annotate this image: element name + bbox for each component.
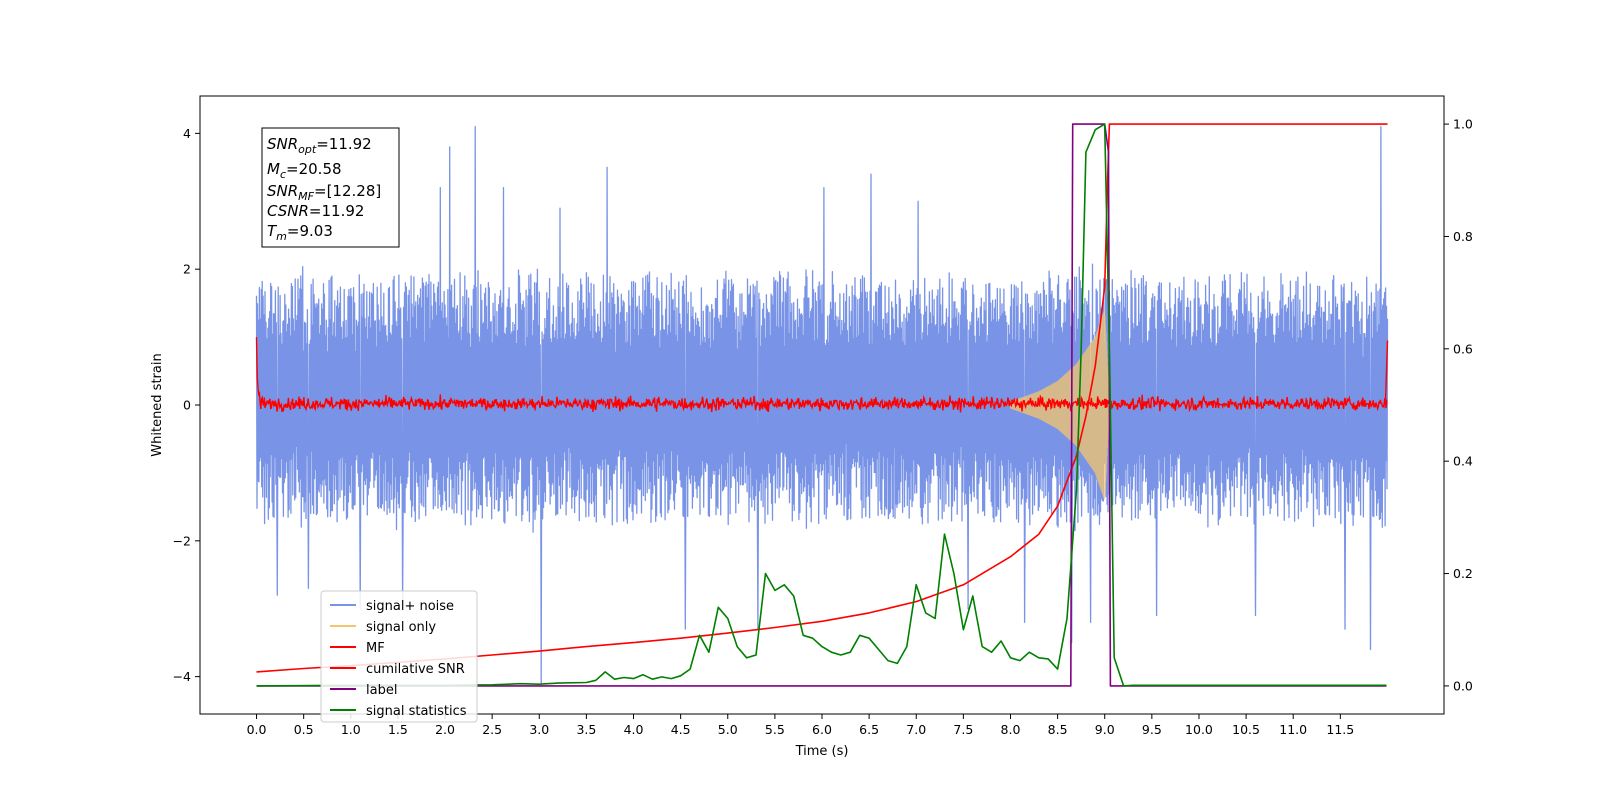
annotation-mc: Mc=20.58 <box>267 160 342 181</box>
legend-label-signal-only: signal only <box>366 620 436 635</box>
x-tick-label: 6.5 <box>859 722 879 737</box>
legend-frame <box>320 590 478 723</box>
x-tick-label: 3.5 <box>576 722 596 737</box>
annotation-tm-value: =9.03 <box>287 222 333 240</box>
annotation-snr-opt-value: =11.92 <box>316 135 372 153</box>
series-mf <box>255 337 1389 413</box>
x-tick-label: 9.5 <box>1142 722 1162 737</box>
series-signal-only <box>1009 310 1115 500</box>
x-tick-label: 6.0 <box>812 722 832 737</box>
y-tick-label: −2 <box>173 533 191 548</box>
x-tick-label: 10.0 <box>1185 722 1213 737</box>
x-axis-label: Time (s) <box>795 744 849 759</box>
annotation-csnr-value: =11.92 <box>309 202 365 220</box>
annotation-csnr: CSNR=11.92 <box>267 202 364 220</box>
x-axis: 0.0 0.5 1.0 1.5 2.0 2.5 3.0 3.5 4.0 4.5 5.0 5.5 6.0 6… <box>247 714 1354 737</box>
annotation-frame <box>261 127 400 248</box>
x-tick-label: 11.0 <box>1279 722 1307 737</box>
legend-label-cumulative-snr: cumilative SNR <box>366 662 465 677</box>
y2-tick-label: 0.6 <box>1453 341 1473 356</box>
annotation-box: SNRopt=11.92 Mc=20.58 SNRMF=[12.28] CSNR… <box>261 127 400 248</box>
x-tick-label: 4.0 <box>624 722 644 737</box>
x-tick-label: 3.0 <box>529 722 549 737</box>
annotation-snr-opt: SNRopt=11.92 <box>267 135 372 156</box>
series-signal-statistics <box>256 123 1387 687</box>
y-tick-label: −4 <box>173 669 191 684</box>
series-signal-noise <box>255 125 1389 685</box>
x-tick-label: 8.5 <box>1048 722 1068 737</box>
y2-tick-label: 0.0 <box>1453 678 1473 693</box>
x-tick-label: 5.5 <box>765 722 785 737</box>
x-tick-label: 2.5 <box>482 722 502 737</box>
annotation-snr-mf: SNRMF=[12.28] <box>267 182 381 203</box>
y2-tick-label: 1.0 <box>1453 117 1473 132</box>
annotation-tm: Tm=9.03 <box>267 222 333 243</box>
y-axis-left: −4 −2 0 2 4 <box>173 126 200 684</box>
x-tick-label: 9.0 <box>1095 722 1115 737</box>
x-tick-label: 7.5 <box>953 722 973 737</box>
x-tick-label: 1.0 <box>341 722 361 737</box>
y-axis-right: 0.0 0.2 0.4 0.6 0.8 1.0 <box>1444 117 1473 693</box>
x-tick-label: 11.5 <box>1326 722 1354 737</box>
x-tick-label: 0.0 <box>247 722 267 737</box>
y-tick-label: 2 <box>183 262 191 277</box>
legend-label-label: label <box>366 683 397 698</box>
y-tick-label: 0 <box>183 398 191 413</box>
legend-label-signal-noise: signal+ noise <box>366 599 454 614</box>
legend-label-mf: MF <box>366 641 385 656</box>
annotation-mc-value: =20.58 <box>286 160 342 178</box>
x-tick-label: 5.0 <box>718 722 738 737</box>
y-axis-label: Whitened strain <box>150 353 165 456</box>
x-tick-label: 2.0 <box>435 722 455 737</box>
legend: signal+ noise signal only MF cumilative … <box>320 590 478 723</box>
x-tick-label: 4.5 <box>671 722 691 737</box>
legend-label-signal-statistics: signal statistics <box>366 704 467 719</box>
x-tick-label: 7.0 <box>906 722 926 737</box>
x-tick-label: 10.5 <box>1232 722 1260 737</box>
x-tick-label: 1.5 <box>388 722 408 737</box>
y2-tick-label: 0.2 <box>1453 566 1473 581</box>
y-tick-label: 4 <box>183 126 191 141</box>
x-tick-label: 0.5 <box>294 722 314 737</box>
y2-tick-label: 0.8 <box>1453 229 1473 244</box>
annotation-snr-mf-value: =[12.28] <box>314 182 381 200</box>
y2-tick-label: 0.4 <box>1453 454 1473 469</box>
x-tick-label: 8.0 <box>1001 722 1021 737</box>
